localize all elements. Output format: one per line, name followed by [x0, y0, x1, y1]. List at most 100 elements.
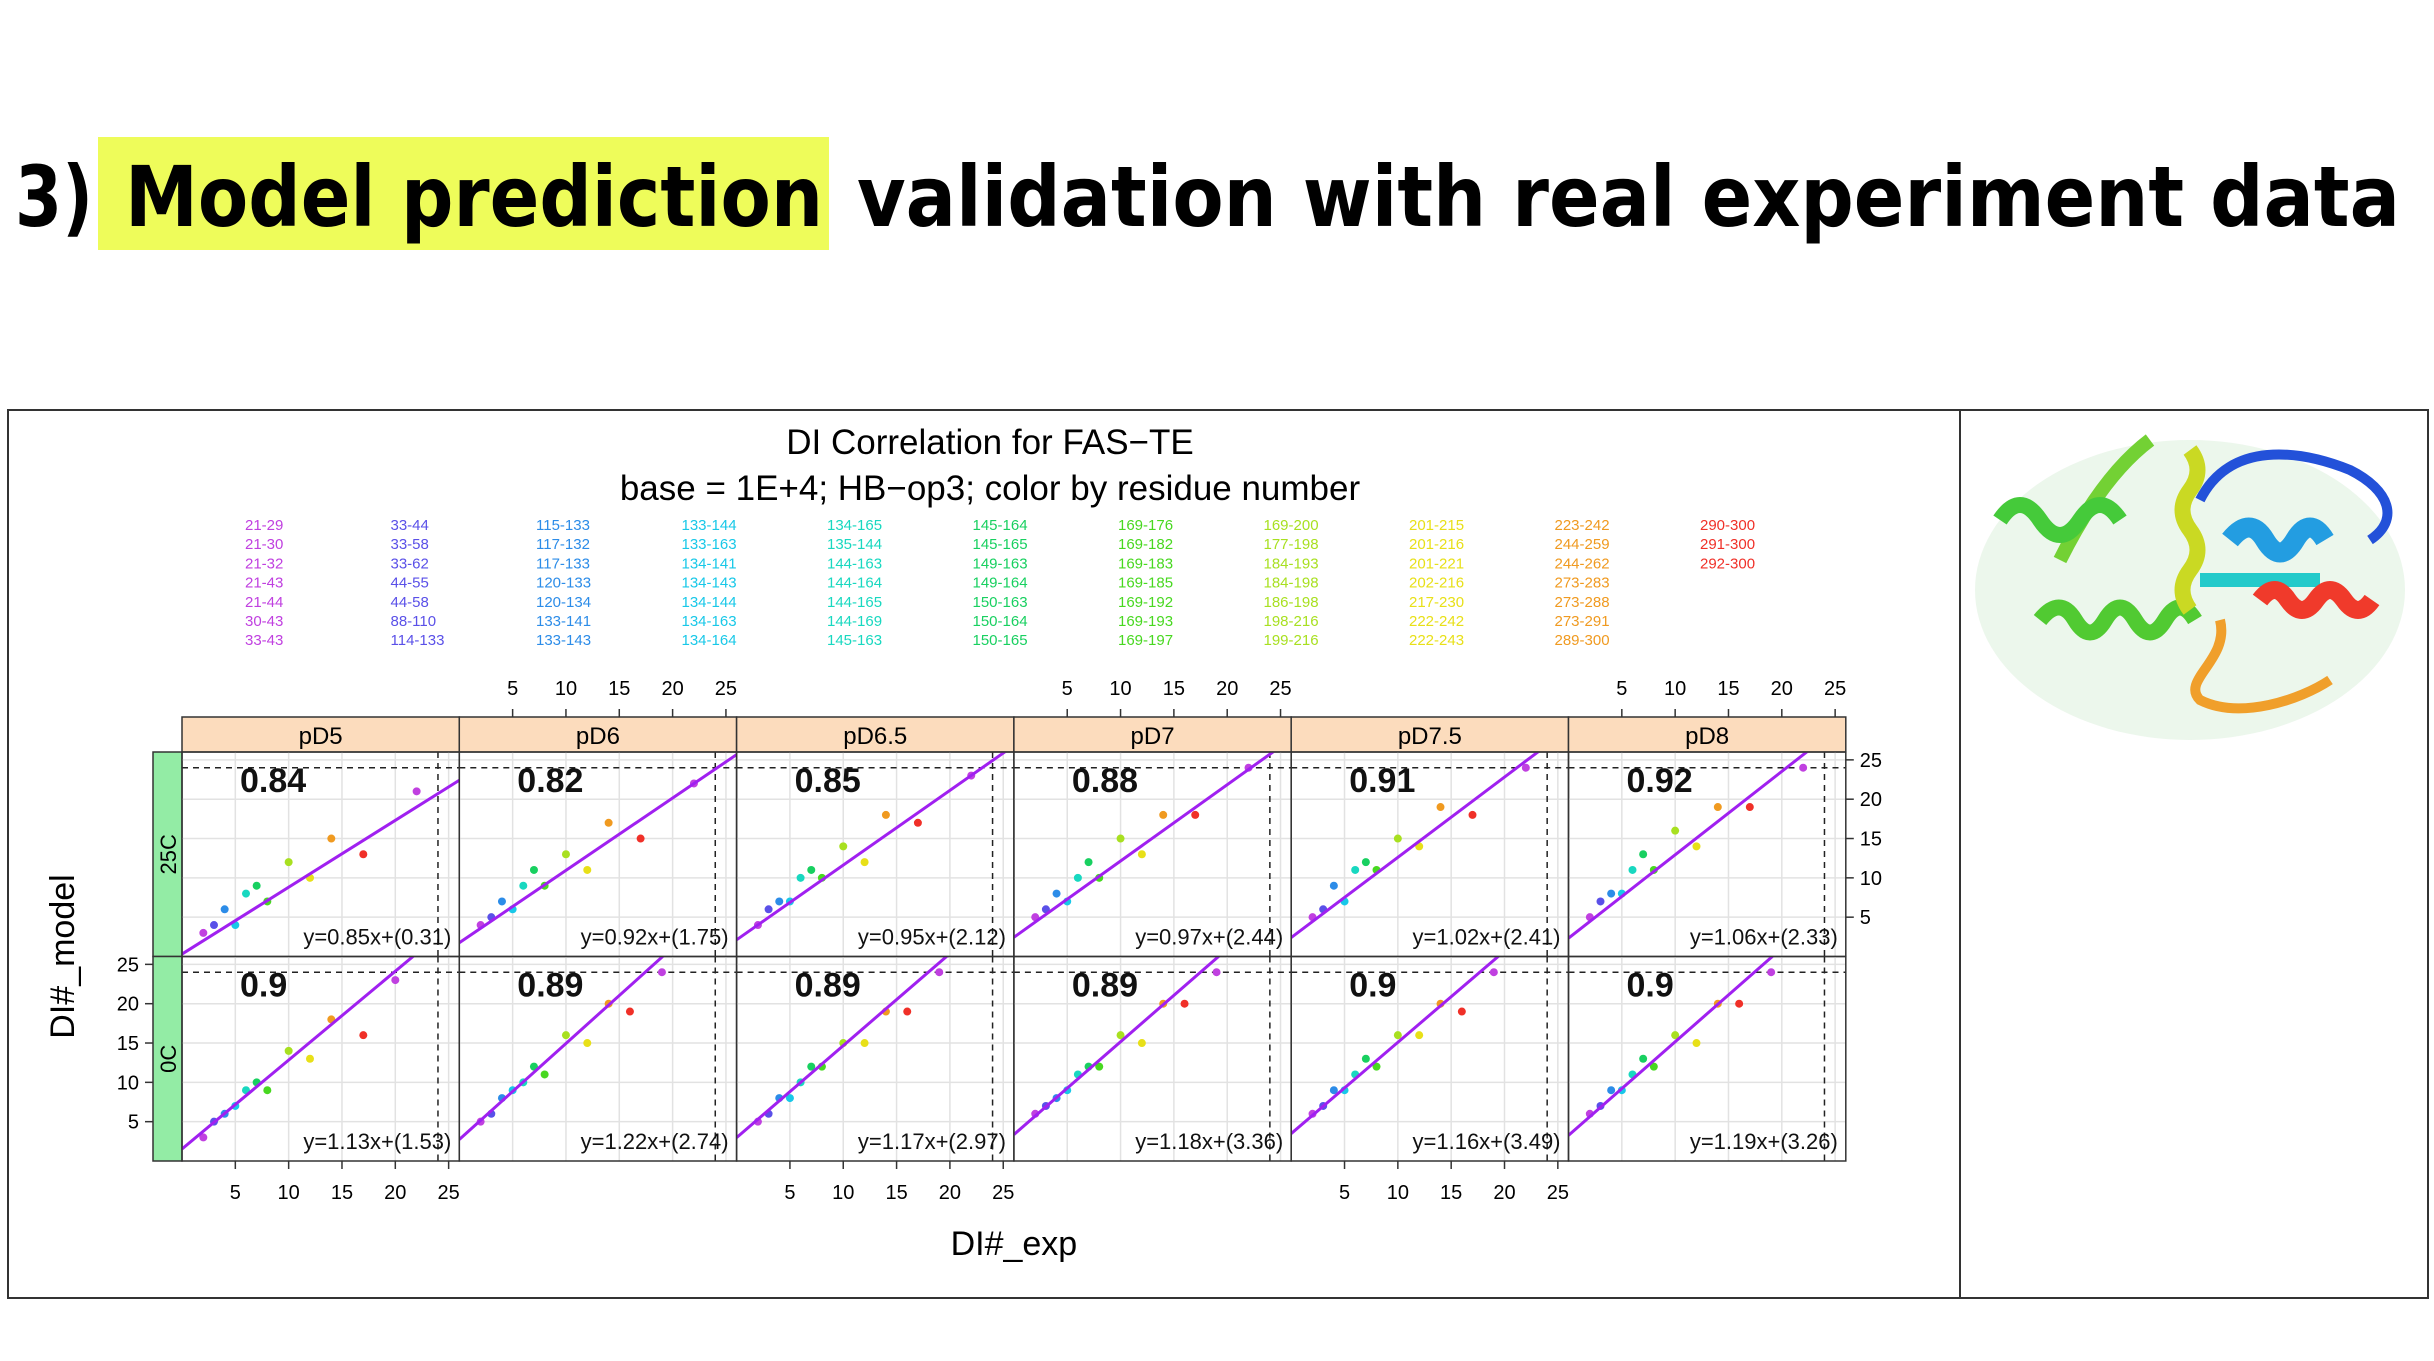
legend-entry: 217-230	[1409, 594, 1464, 611]
legend-entry: 33-44	[391, 517, 429, 534]
x-tick-label: 25	[1547, 1182, 1569, 1204]
legend-entry: 273-291	[1555, 613, 1610, 630]
data-point	[529, 865, 538, 874]
legend-entry: 33-62	[391, 555, 429, 572]
legend-entry: 88-110	[391, 613, 437, 630]
legend-entry: 144-169	[827, 613, 882, 630]
legend-entry: 169-193	[1118, 613, 1173, 630]
data-point	[1671, 826, 1680, 835]
fit-equation: y=1.17x+(2.97)	[858, 1129, 1006, 1154]
legend-entry: 21-29	[245, 517, 283, 534]
legend-entry: 149-163	[973, 555, 1028, 572]
legend-entry: 202-216	[1409, 575, 1464, 592]
legend-entry: 150-164	[973, 613, 1028, 630]
legend-entry: 30-43	[245, 613, 283, 630]
data-point	[1084, 858, 1093, 867]
data-point	[1393, 834, 1402, 843]
x-tick-label: 5	[230, 1182, 241, 1204]
legend-entry: 33-43	[245, 632, 283, 649]
data-point	[1329, 1086, 1338, 1095]
data-point	[604, 818, 613, 827]
fit-equation: y=0.97x+(2.44)	[1135, 925, 1283, 950]
legend-entry: 289-300	[1555, 632, 1610, 649]
x-tick-label: 5	[1062, 678, 1073, 700]
data-point	[1329, 881, 1338, 890]
data-point	[775, 897, 784, 906]
x-tick-label: 25	[715, 678, 737, 700]
helix	[1993, 497, 2127, 543]
data-point	[1212, 968, 1221, 977]
data-point	[1372, 1062, 1381, 1071]
x-tick-label: 10	[1664, 678, 1686, 700]
y-tick-label: 20	[117, 994, 139, 1016]
data-point	[1799, 763, 1808, 772]
data-point	[1692, 842, 1701, 851]
legend-entry: 134-143	[682, 575, 737, 592]
data-point	[1191, 810, 1200, 819]
title-highlight	[98, 137, 829, 250]
data-point	[561, 850, 570, 859]
legend-entry: 120-134	[536, 594, 591, 611]
legend-entry: 145-163	[827, 632, 882, 649]
helix	[2053, 434, 2155, 564]
x-tick-label: 15	[331, 1182, 353, 1204]
panel	[182, 956, 460, 1161]
column-strip-label: pD6.5	[843, 723, 907, 750]
data-point	[796, 873, 805, 882]
column-strip-label: pD7.5	[1398, 723, 1462, 750]
panel	[459, 956, 737, 1161]
helix	[2252, 581, 2380, 619]
legend-entry: 244-259	[1555, 536, 1610, 553]
correlation-label: 0.89	[517, 967, 583, 1005]
fit-line	[1013, 956, 1221, 1136]
data-point	[1457, 1007, 1466, 1016]
legend-entry: 169-200	[1264, 517, 1319, 534]
data-point	[860, 858, 869, 867]
correlation-label: 0.85	[795, 762, 861, 800]
slide-title-rest: validation with real experiment data	[857, 148, 2400, 246]
legend-entry: 177-198	[1264, 536, 1319, 553]
helix	[2033, 599, 2202, 641]
data-point	[199, 928, 208, 937]
data-point	[284, 1046, 293, 1055]
correlation-label: 0.91	[1349, 762, 1415, 800]
panel	[1291, 752, 1569, 957]
data-point	[305, 1054, 314, 1063]
data-point	[252, 881, 261, 890]
fit-line	[1291, 956, 1501, 1135]
legend-entry: 150-163	[973, 594, 1028, 611]
row-strip-label: 0C	[156, 1045, 181, 1073]
x-tick-label: 20	[939, 1182, 961, 1204]
legend-entry: 135-144	[827, 536, 882, 553]
correlation-label: 0.89	[795, 967, 861, 1005]
y-tick-label: 5	[1860, 907, 1871, 929]
legend-entry: 292-300	[1700, 555, 1755, 572]
data-point	[1116, 834, 1125, 843]
panel	[1013, 956, 1292, 1161]
x-tick-label: 15	[1440, 1182, 1462, 1204]
x-tick-label: 25	[992, 1182, 1014, 1204]
data-point	[1095, 1062, 1104, 1071]
fit-equation: y=1.22x+(2.74)	[581, 1129, 729, 1154]
x-tick-label: 15	[1163, 678, 1185, 700]
legend-entry: 186-198	[1264, 594, 1319, 611]
data-point	[1767, 968, 1776, 977]
legend-entry: 21-30	[245, 536, 283, 553]
legend-entry: 150-165	[973, 632, 1028, 649]
data-point	[1745, 803, 1754, 812]
data-point	[1607, 889, 1616, 898]
helix	[2174, 445, 2206, 615]
legend-entry: 169-197	[1118, 632, 1173, 649]
data-point	[1351, 865, 1360, 874]
column-strip	[1567, 716, 1847, 753]
legend-entry: 21-44	[245, 594, 283, 611]
legend-entry: 199-216	[1264, 632, 1319, 649]
data-point	[327, 834, 336, 843]
fit-equation: y=1.02x+(2.41)	[1413, 925, 1561, 950]
data-point	[1489, 968, 1498, 977]
data-point	[412, 787, 421, 796]
legend-entry: 117-133	[536, 555, 590, 572]
data-point	[1116, 1031, 1125, 1040]
legend-entry: 33-58	[391, 536, 429, 553]
